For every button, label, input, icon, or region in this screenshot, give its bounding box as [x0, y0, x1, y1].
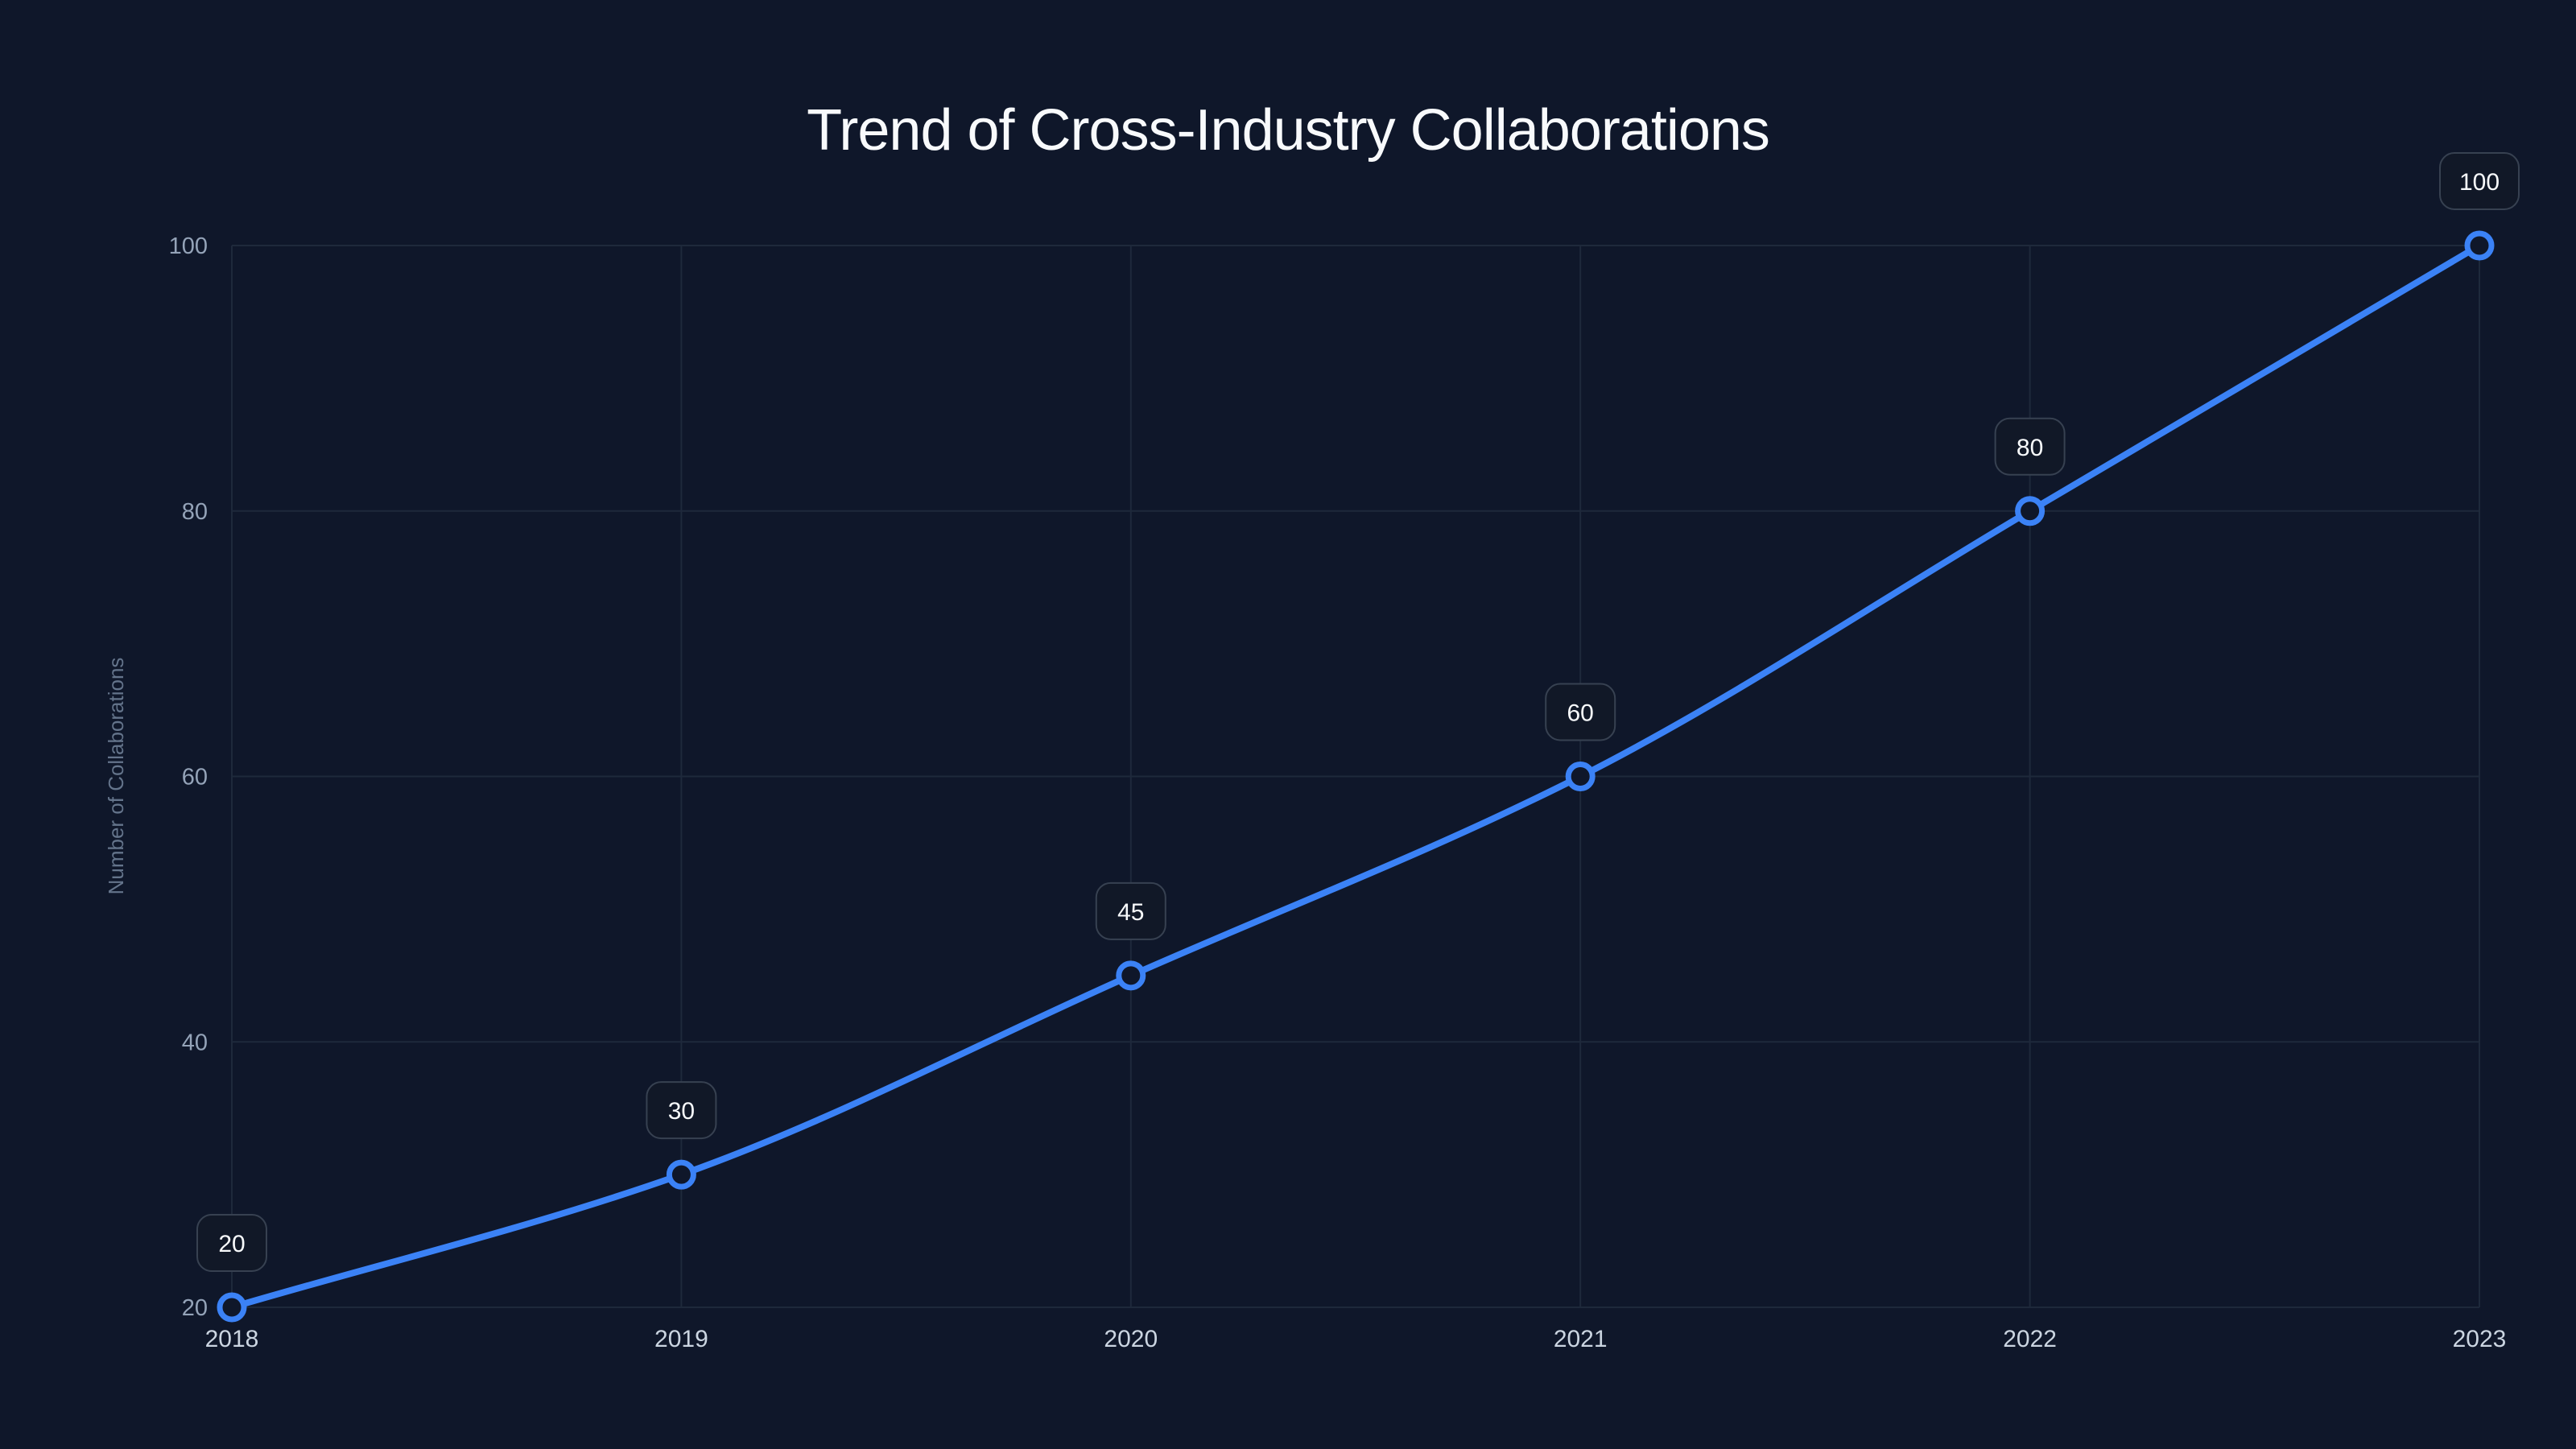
data-label-text: 60	[1567, 700, 1594, 727]
data-label: 100	[2439, 152, 2520, 210]
data-label-text: 20	[218, 1231, 245, 1257]
y-tick-label: 20	[182, 1295, 208, 1321]
data-point-marker[interactable]	[2015, 496, 2046, 526]
data-point-markers	[217, 230, 2495, 1323]
data-label: 30	[646, 1081, 717, 1140]
data-point-marker[interactable]	[1116, 960, 1146, 991]
y-tick-label: 100	[169, 233, 208, 259]
series-line	[229, 242, 2483, 1311]
chart-title: Trend of Cross-Industry Collaborations	[807, 98, 1770, 163]
data-label-box	[1095, 881, 1166, 940]
data-label-box	[1545, 683, 1616, 741]
data-label-text: 45	[1117, 899, 1144, 926]
data-point-marker[interactable]	[666, 1159, 696, 1190]
data-label-box	[196, 1214, 267, 1272]
data-labels: 20 30 45 60 80 100	[196, 152, 2520, 1272]
data-label-box	[2439, 152, 2520, 210]
data-label: 80	[1994, 417, 2066, 476]
x-tick-label: 2023	[2453, 1326, 2507, 1352]
data-point-marker[interactable]	[217, 1292, 247, 1323]
y-tick-label: 40	[182, 1030, 208, 1055]
x-tick-label: 2020	[1104, 1326, 1158, 1352]
grid-lines	[231, 245, 2480, 1308]
x-axis-ticks: 2018 2019 2020 2021 2022 2023	[205, 1326, 2507, 1352]
x-tick-label: 2022	[2003, 1326, 2057, 1352]
data-label-text: 80	[2017, 435, 2043, 461]
data-label: 60	[1545, 683, 1616, 741]
data-label: 20	[196, 1214, 267, 1272]
x-tick-label: 2021	[1554, 1326, 1608, 1352]
x-tick-label: 2019	[654, 1326, 708, 1352]
y-axis-ticks: 20 40 60 80 100	[169, 233, 208, 1321]
data-label-box	[1994, 417, 2066, 476]
data-label: 45	[1095, 881, 1166, 940]
data-label-text: 100	[2459, 169, 2500, 196]
x-tick-label: 2018	[205, 1326, 259, 1352]
data-point-marker[interactable]	[1565, 762, 1596, 791]
data-point-marker[interactable]	[2464, 230, 2495, 261]
data-label-box	[646, 1081, 717, 1140]
y-tick-label: 60	[182, 765, 208, 791]
y-axis-label: Number of Collaborations	[104, 658, 128, 895]
y-tick-label: 80	[182, 499, 208, 525]
data-label-text: 30	[668, 1098, 695, 1125]
